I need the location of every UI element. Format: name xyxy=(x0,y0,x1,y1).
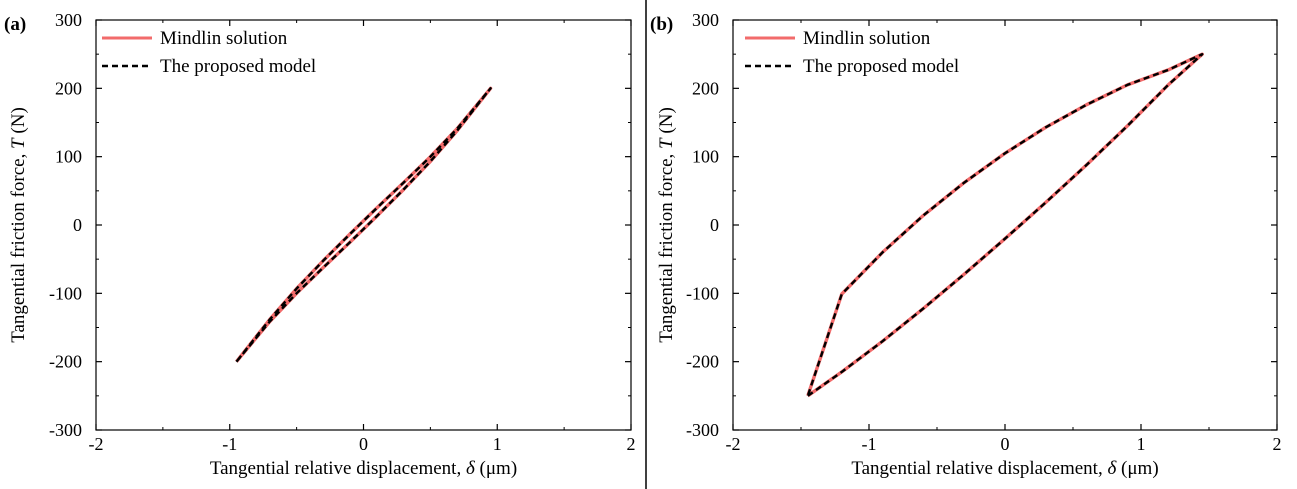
y-tick-label: 300 xyxy=(55,10,82,30)
x-tick-label: 1 xyxy=(1137,434,1146,454)
x-axis-label: Tangential relative displacement, δ (μm) xyxy=(851,458,1158,479)
y-tick-label: 300 xyxy=(692,10,719,30)
y-axis-label: Tangential friction force, T (N) xyxy=(656,107,677,343)
x-tick-label: 2 xyxy=(627,434,636,454)
y-axis-label: Tangential friction force, T (N) xyxy=(8,107,29,343)
legend-label: Mindlin solution xyxy=(160,28,288,49)
y-tick-label: 200 xyxy=(692,78,719,98)
panel-tag: (b) xyxy=(650,14,673,35)
panel-b: -2 -1 0 1 2 -300 -200 -100 0 100 200 300 Mindlin sol… xyxy=(650,10,1282,479)
y-tick-label: 0 xyxy=(73,215,82,235)
legend-label: Mindlin solution xyxy=(803,28,931,49)
series-mindlin xyxy=(806,52,1204,398)
y-tick-label: -300 xyxy=(49,420,82,440)
x-tick-label: -1 xyxy=(862,434,877,454)
x-tick-label: 0 xyxy=(1001,434,1010,454)
x-tick-label: -1 xyxy=(222,434,237,454)
x-tick-label: 1 xyxy=(493,434,502,454)
legend-label: The proposed model xyxy=(803,56,959,77)
x-tick-label: 2 xyxy=(1273,434,1282,454)
y-tick-label: 100 xyxy=(692,147,719,167)
panel-a: -2 -1 0 1 2 -300 -200 -100 0 100 200 300 Mindlin sol… xyxy=(4,10,636,479)
x-tick-label: 0 xyxy=(359,434,368,454)
y-tick-label: -100 xyxy=(686,283,719,303)
plot-frame xyxy=(95,19,632,431)
y-tick-label: -300 xyxy=(686,420,719,440)
plot-frame xyxy=(732,19,1278,431)
legend-label: The proposed model xyxy=(160,56,316,77)
series-mindlin xyxy=(235,86,493,363)
x-axis-label: Tangential relative displacement, δ (μm) xyxy=(210,458,517,479)
panel-tag: (a) xyxy=(4,14,26,35)
series-proposed-model xyxy=(806,53,1204,397)
y-tick-label: 200 xyxy=(55,78,82,98)
y-tick-label: 0 xyxy=(710,215,719,235)
x-tick-label: -2 xyxy=(726,434,741,454)
y-tick-label: -200 xyxy=(686,352,719,372)
y-tick-label: 100 xyxy=(55,147,82,167)
y-tick-label: -200 xyxy=(49,352,82,372)
x-tick-label: -2 xyxy=(89,434,104,454)
y-tick-label: -100 xyxy=(49,283,82,303)
series-proposed-model xyxy=(235,87,492,363)
